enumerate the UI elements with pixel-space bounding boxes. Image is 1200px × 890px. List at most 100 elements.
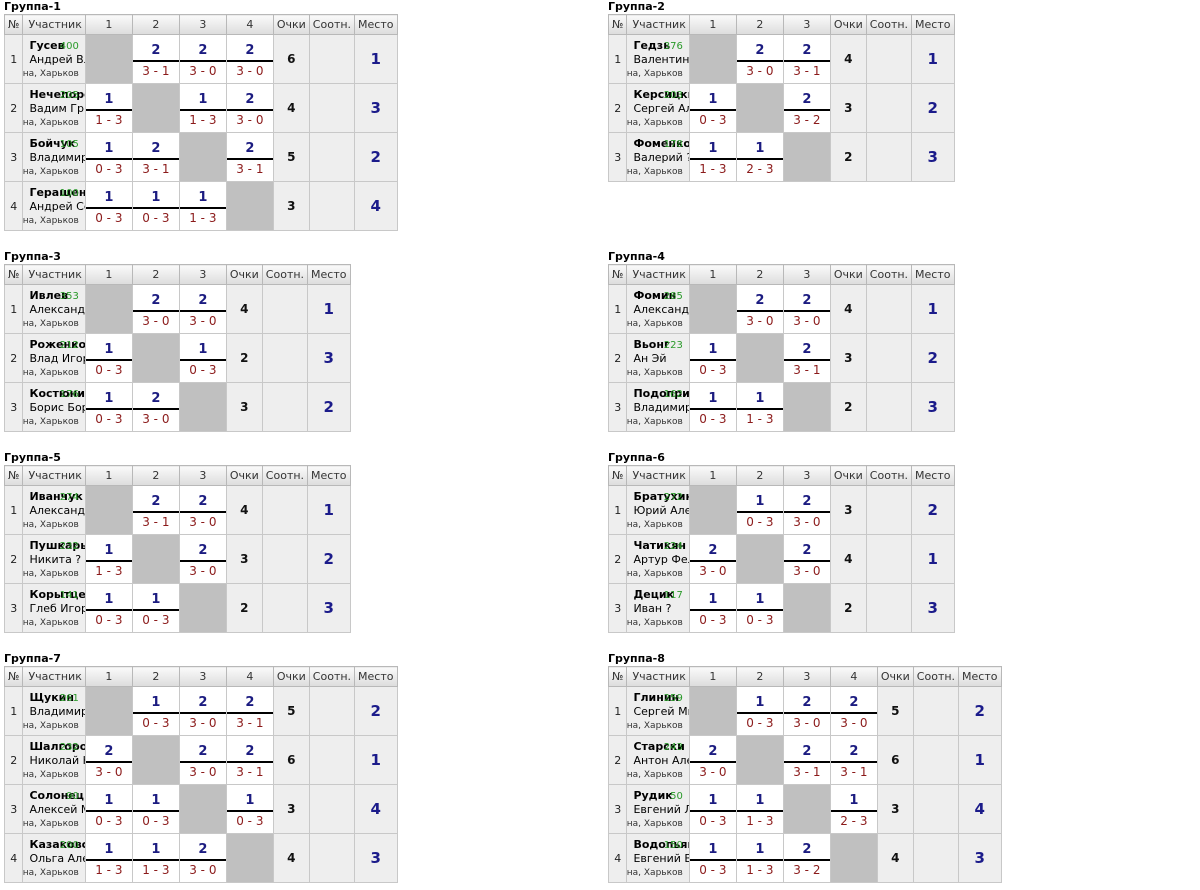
player-last-name[interactable]: Водопьянов bbox=[633, 838, 688, 851]
col-opponent-header[interactable]: 1 bbox=[84, 264, 133, 285]
match-result-cell[interactable]: 2 3 - 1 bbox=[782, 34, 831, 84]
match-result-cell[interactable]: 2 3 - 0 bbox=[688, 735, 737, 785]
col-opponent-header[interactable]: 4 bbox=[225, 666, 274, 687]
match-result-cell[interactable]: 2 3 - 1 bbox=[131, 485, 180, 535]
match-result-cell[interactable]: 1 0 - 3 bbox=[84, 583, 133, 633]
col-opponent-header[interactable]: 4 bbox=[225, 14, 274, 35]
col-place-header[interactable]: Место bbox=[307, 264, 351, 285]
player-last-name[interactable]: Роженко bbox=[29, 338, 86, 351]
player-last-name[interactable]: Гедзь bbox=[633, 39, 671, 52]
match-result-cell[interactable]: 2 3 - 0 bbox=[782, 686, 831, 736]
col-opponent-header[interactable]: 3 bbox=[178, 264, 227, 285]
match-result-cell[interactable]: 2 3 - 0 bbox=[735, 34, 784, 84]
col-opponent-header[interactable]: 2 bbox=[735, 465, 784, 486]
match-result-cell[interactable]: 2 3 - 2 bbox=[782, 83, 831, 133]
match-result-cell[interactable]: 2 3 - 0 bbox=[178, 34, 227, 84]
col-opponent-header[interactable]: 3 bbox=[178, 666, 227, 687]
col-opponent-header[interactable]: 2 bbox=[735, 666, 784, 687]
player-last-name[interactable]: Иванчук bbox=[29, 490, 83, 503]
col-opponent-header[interactable]: 2 bbox=[131, 666, 180, 687]
col-opponent-header[interactable]: 2 bbox=[735, 264, 784, 285]
col-opponent-header[interactable]: 2 bbox=[735, 14, 784, 35]
player-cell[interactable]: ФоминАлександр Андреевич285 Украина, Харь… bbox=[626, 284, 690, 334]
player-last-name[interactable]: Пушкарь bbox=[29, 539, 86, 552]
col-num-header[interactable]: № bbox=[607, 14, 628, 35]
match-result-cell[interactable]: 1 0 - 3 bbox=[84, 333, 133, 383]
match-result-cell[interactable]: 2 3 - 1 bbox=[782, 333, 831, 383]
col-points-header[interactable]: Очки bbox=[876, 666, 914, 687]
match-result-cell[interactable]: 2 3 - 0 bbox=[782, 485, 831, 535]
match-result-cell[interactable]: 1 0 - 3 bbox=[688, 833, 737, 883]
col-place-header[interactable]: Место bbox=[911, 465, 955, 486]
player-last-name[interactable]: Братухин bbox=[633, 490, 690, 503]
player-last-name[interactable]: Фомин bbox=[633, 289, 677, 302]
player-last-name[interactable]: Ивлев bbox=[29, 289, 69, 302]
match-result-cell[interactable]: 1 0 - 3 bbox=[131, 686, 180, 736]
match-result-cell[interactable]: 1 0 - 3 bbox=[225, 784, 274, 834]
col-num-header[interactable]: № bbox=[3, 264, 24, 285]
match-result-cell[interactable]: 2 3 - 0 bbox=[688, 534, 737, 584]
match-result-cell[interactable]: 1 0 - 3 bbox=[131, 784, 180, 834]
player-last-name[interactable]: Чатикян bbox=[633, 539, 686, 552]
col-place-header[interactable]: Место bbox=[307, 465, 351, 486]
player-cell[interactable]: КазаковскаяОльга Александровна200 Украина… bbox=[22, 833, 86, 883]
match-result-cell[interactable]: 2 3 - 0 bbox=[131, 284, 180, 334]
col-opponent-header[interactable]: 3 bbox=[782, 264, 831, 285]
match-result-cell[interactable]: 2 3 - 0 bbox=[735, 284, 784, 334]
match-result-cell[interactable]: 2 3 - 0 bbox=[782, 534, 831, 584]
col-player-header[interactable]: Участник bbox=[22, 465, 86, 486]
match-result-cell[interactable]: 1 0 - 3 bbox=[735, 686, 784, 736]
match-result-cell[interactable]: 2 3 - 0 bbox=[178, 534, 227, 584]
match-result-cell[interactable]: 2 3 - 1 bbox=[131, 34, 180, 84]
match-result-cell[interactable]: 1 1 - 3 bbox=[178, 181, 227, 231]
col-ratio-header[interactable]: Соотн. bbox=[865, 264, 913, 285]
match-result-cell[interactable]: 1 1 - 3 bbox=[688, 132, 737, 182]
player-last-name[interactable]: Бойчук bbox=[29, 137, 76, 150]
col-ratio-header[interactable]: Соотн. bbox=[308, 666, 356, 687]
col-place-header[interactable]: Место bbox=[354, 14, 398, 35]
player-cell[interactable]: ВодопьяновЕвгений Владимирович150 Украина… bbox=[626, 833, 690, 883]
col-ratio-header[interactable]: Соотн. bbox=[261, 264, 309, 285]
match-result-cell[interactable]: 1 0 - 3 bbox=[131, 583, 180, 633]
match-result-cell[interactable]: 1 1 - 3 bbox=[84, 833, 133, 883]
match-result-cell[interactable]: 1 1 - 3 bbox=[735, 784, 784, 834]
col-num-header[interactable]: № bbox=[3, 465, 24, 486]
col-place-header[interactable]: Место bbox=[911, 14, 955, 35]
col-opponent-header[interactable]: 1 bbox=[84, 465, 133, 486]
match-result-cell[interactable]: 2 3 - 0 bbox=[782, 284, 831, 334]
match-result-cell[interactable]: 1 1 - 3 bbox=[84, 83, 133, 133]
col-opponent-header[interactable]: 1 bbox=[688, 264, 737, 285]
col-points-header[interactable]: Очки bbox=[272, 14, 310, 35]
col-points-header[interactable]: Очки bbox=[225, 264, 263, 285]
col-player-header[interactable]: Участник bbox=[626, 666, 690, 687]
player-cell[interactable]: КостюнинБорис Борисович176 Украина, Харьк… bbox=[22, 382, 86, 432]
match-result-cell[interactable]: 2 3 - 1 bbox=[131, 132, 180, 182]
match-result-cell[interactable]: 2 3 - 1 bbox=[782, 735, 831, 785]
match-result-cell[interactable]: 2 3 - 1 bbox=[829, 735, 878, 785]
col-points-header[interactable]: Очки bbox=[829, 465, 867, 486]
match-result-cell[interactable]: 2 3 - 2 bbox=[782, 833, 831, 883]
col-opponent-header[interactable]: 2 bbox=[131, 264, 180, 285]
player-last-name[interactable]: Костюнин bbox=[29, 387, 85, 400]
col-ratio-header[interactable]: Соотн. bbox=[912, 666, 960, 687]
col-place-header[interactable]: Место bbox=[354, 666, 398, 687]
col-num-header[interactable]: № bbox=[3, 14, 24, 35]
player-last-name[interactable]: Глинин bbox=[633, 691, 680, 704]
player-cell[interactable]: ИвлевАлександр Николаевич353 Украина, Хар… bbox=[22, 284, 86, 334]
col-points-header[interactable]: Очки bbox=[225, 465, 263, 486]
col-opponent-header[interactable]: 1 bbox=[688, 14, 737, 35]
col-ratio-header[interactable]: Соотн. bbox=[865, 465, 913, 486]
col-player-header[interactable]: Участник bbox=[22, 264, 86, 285]
player-last-name[interactable]: Старски bbox=[633, 740, 685, 753]
match-result-cell[interactable]: 2 3 - 0 bbox=[225, 83, 274, 133]
match-result-cell[interactable]: 1 0 - 3 bbox=[688, 382, 737, 432]
match-result-cell[interactable]: 1 1 - 3 bbox=[131, 833, 180, 883]
match-result-cell[interactable]: 1 2 - 3 bbox=[735, 132, 784, 182]
player-last-name[interactable]: Шалгородский bbox=[29, 740, 84, 753]
